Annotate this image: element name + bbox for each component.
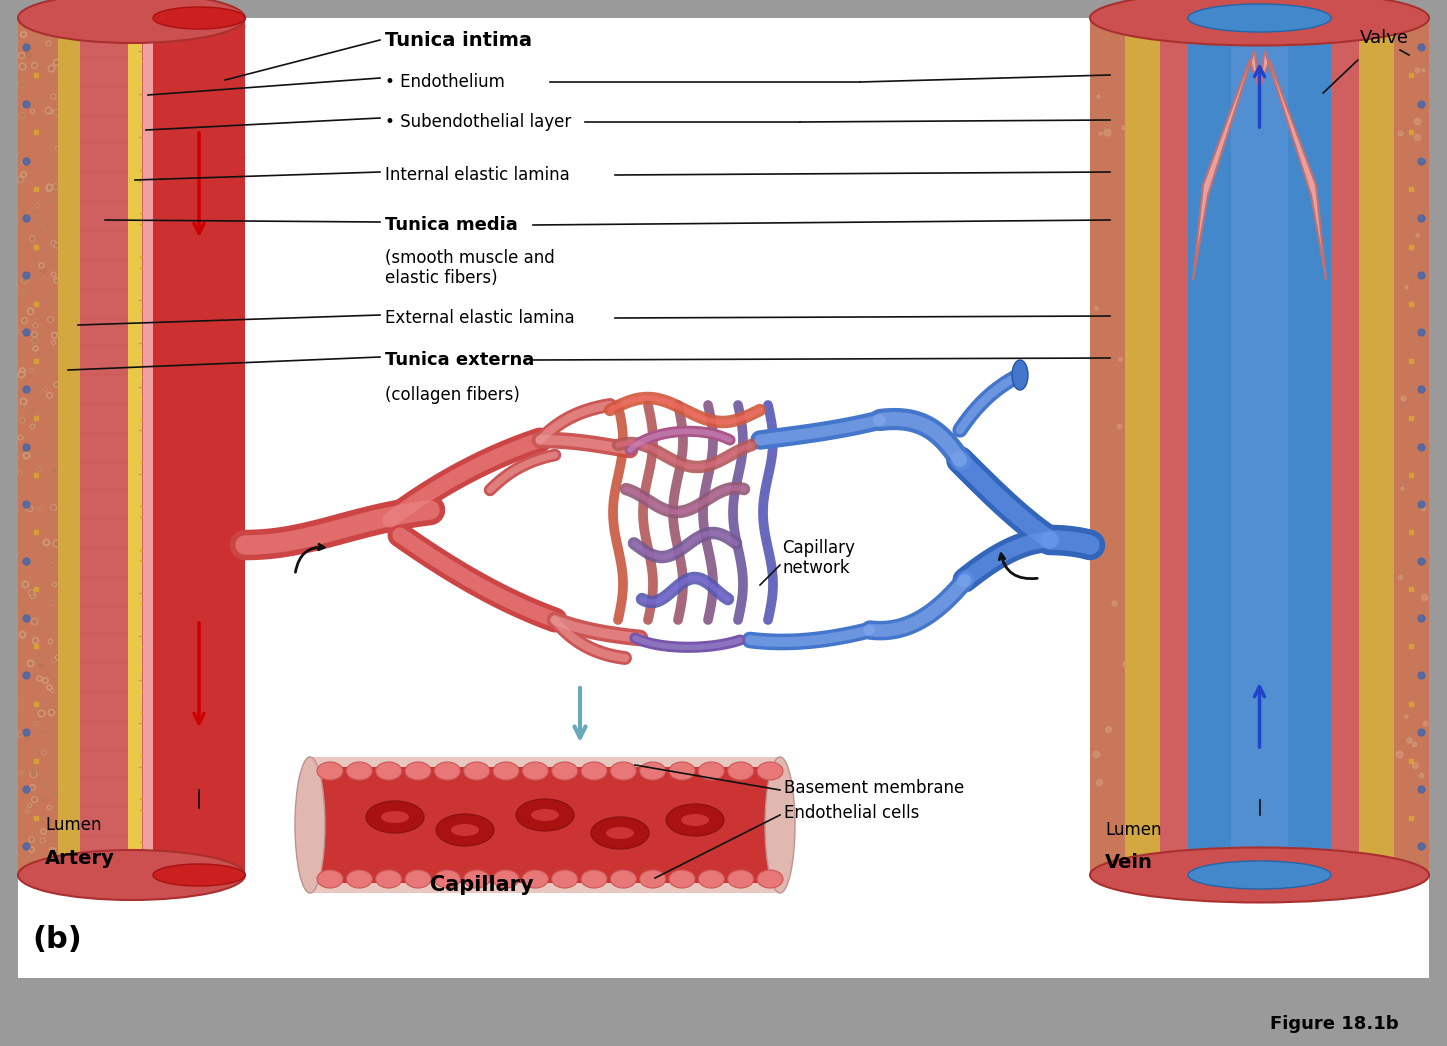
Text: Basement membrane: Basement membrane <box>784 779 964 797</box>
Ellipse shape <box>582 761 606 780</box>
Ellipse shape <box>590 817 650 849</box>
Ellipse shape <box>1011 360 1027 390</box>
Bar <box>310 757 780 893</box>
Bar <box>153 18 245 876</box>
Ellipse shape <box>1188 4 1331 32</box>
Polygon shape <box>1259 50 1325 280</box>
Ellipse shape <box>531 809 559 821</box>
Text: Internal elastic lamina: Internal elastic lamina <box>385 166 570 184</box>
Ellipse shape <box>611 870 637 888</box>
Ellipse shape <box>1090 847 1430 903</box>
Ellipse shape <box>463 870 489 888</box>
Ellipse shape <box>493 870 519 888</box>
Text: (smooth muscle and
elastic fibers): (smooth muscle and elastic fibers) <box>385 249 554 288</box>
Ellipse shape <box>405 870 431 888</box>
Text: Tunica externa: Tunica externa <box>385 351 534 369</box>
Text: External elastic lamina: External elastic lamina <box>385 309 574 327</box>
Ellipse shape <box>666 804 724 836</box>
Ellipse shape <box>699 870 725 888</box>
Ellipse shape <box>611 761 637 780</box>
Ellipse shape <box>366 801 424 833</box>
Ellipse shape <box>1188 861 1331 889</box>
Ellipse shape <box>765 757 794 893</box>
Bar <box>127 18 142 876</box>
Text: • Endothelium: • Endothelium <box>385 73 505 91</box>
Ellipse shape <box>17 850 245 900</box>
Polygon shape <box>1192 50 1259 280</box>
Bar <box>1359 18 1393 876</box>
Bar <box>143 18 153 876</box>
Ellipse shape <box>522 761 548 780</box>
Ellipse shape <box>551 870 577 888</box>
Text: Capillary: Capillary <box>430 876 534 895</box>
Ellipse shape <box>376 870 402 888</box>
Bar <box>1231 18 1288 876</box>
Ellipse shape <box>699 761 725 780</box>
Ellipse shape <box>757 761 783 780</box>
Ellipse shape <box>346 761 372 780</box>
Ellipse shape <box>451 824 479 836</box>
Bar <box>1090 18 1430 876</box>
Ellipse shape <box>153 864 245 886</box>
Ellipse shape <box>463 761 489 780</box>
Bar <box>17 18 245 876</box>
Bar <box>58 18 200 876</box>
Text: Tunica intima: Tunica intima <box>385 30 532 49</box>
Text: (collagen fibers): (collagen fibers) <box>385 386 519 404</box>
Ellipse shape <box>682 814 709 826</box>
Ellipse shape <box>295 757 326 893</box>
Ellipse shape <box>1090 0 1430 45</box>
Text: Endothelial cells: Endothelial cells <box>784 804 919 822</box>
Ellipse shape <box>669 761 695 780</box>
Ellipse shape <box>434 761 460 780</box>
Ellipse shape <box>728 761 754 780</box>
Bar <box>1188 18 1331 876</box>
Ellipse shape <box>376 761 402 780</box>
Text: Figure 18.1b: Figure 18.1b <box>1270 1015 1399 1033</box>
Bar <box>200 18 245 876</box>
Ellipse shape <box>551 761 577 780</box>
Text: Lumen: Lumen <box>45 816 101 834</box>
Ellipse shape <box>522 870 548 888</box>
Bar <box>80 18 200 876</box>
Ellipse shape <box>381 811 410 823</box>
Text: Tunica media: Tunica media <box>385 217 518 234</box>
Ellipse shape <box>434 870 460 888</box>
Ellipse shape <box>153 7 245 29</box>
Ellipse shape <box>517 799 574 831</box>
Text: Vein: Vein <box>1106 852 1153 871</box>
Text: Valve: Valve <box>1360 29 1409 47</box>
Bar <box>323 767 768 883</box>
Ellipse shape <box>436 814 493 846</box>
Ellipse shape <box>346 870 372 888</box>
Ellipse shape <box>582 870 606 888</box>
Ellipse shape <box>640 870 666 888</box>
Text: • Subendothelial layer: • Subendothelial layer <box>385 113 572 131</box>
Ellipse shape <box>757 870 783 888</box>
Ellipse shape <box>317 870 343 888</box>
Ellipse shape <box>728 870 754 888</box>
Text: Lumen: Lumen <box>1106 821 1162 839</box>
Ellipse shape <box>669 870 695 888</box>
Ellipse shape <box>493 761 519 780</box>
Ellipse shape <box>317 761 343 780</box>
Bar <box>1160 18 1359 876</box>
Ellipse shape <box>405 761 431 780</box>
Bar <box>1124 18 1160 876</box>
Ellipse shape <box>606 827 634 839</box>
Text: Capillary
network: Capillary network <box>781 539 855 577</box>
Ellipse shape <box>17 0 245 43</box>
Text: (b): (b) <box>32 926 81 955</box>
Ellipse shape <box>640 761 666 780</box>
Text: Artery: Artery <box>45 848 114 867</box>
